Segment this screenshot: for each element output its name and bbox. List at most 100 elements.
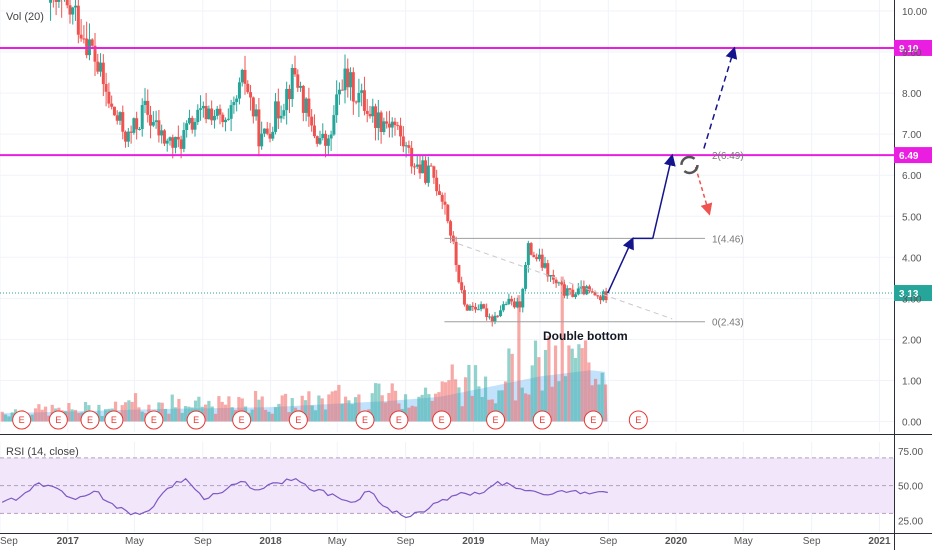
- candle-body: [593, 292, 597, 296]
- price-tag-bg: [894, 147, 932, 164]
- volume-bar: [333, 390, 338, 422]
- candle-body: [185, 123, 189, 131]
- candle-body: [287, 88, 291, 100]
- candle-body: [207, 108, 211, 120]
- time-axis-tick: 2021: [868, 536, 891, 547]
- earnings-marker-circle: [48, 410, 68, 430]
- candle-body: [576, 288, 580, 295]
- candle-body: [590, 291, 594, 293]
- earnings-marker-label: E: [493, 415, 499, 425]
- candle-body: [504, 303, 508, 305]
- earnings-marker-circle: [628, 410, 648, 430]
- volume-bar: [403, 394, 408, 422]
- time-axis-tick: May: [734, 536, 753, 547]
- earnings-marker-label: E: [539, 415, 545, 425]
- candle-body: [90, 39, 94, 46]
- candle-body: [385, 121, 389, 124]
- candle-body: [424, 160, 428, 183]
- volume-bar: [203, 404, 208, 422]
- volume-bar: [213, 413, 218, 422]
- volume-bar: [33, 408, 38, 422]
- candle-body: [518, 301, 522, 308]
- volume-bar: [527, 394, 531, 422]
- candle-body: [304, 98, 308, 113]
- candle-body: [76, 5, 80, 35]
- volume-bar: [123, 402, 128, 422]
- candle-body: [460, 282, 464, 291]
- candle-body: [346, 68, 350, 88]
- volume-bar: [373, 383, 378, 422]
- candle-body: [307, 98, 311, 117]
- candle-body: [318, 138, 322, 144]
- candle-body: [57, 0, 61, 2]
- volume-bar: [467, 364, 471, 422]
- volume-bar: [180, 412, 184, 422]
- candle-body: [251, 97, 255, 117]
- candle-body: [321, 133, 325, 139]
- candle-body: [479, 304, 483, 310]
- candle-body: [212, 115, 216, 121]
- volume-bar: [183, 406, 188, 422]
- candle-body: [343, 68, 347, 91]
- candle-body: [446, 204, 450, 222]
- earnings-marker-label: E: [19, 415, 25, 425]
- candle-body: [110, 103, 114, 107]
- candle-body: [340, 89, 344, 91]
- earnings-marker-circle: [532, 410, 552, 430]
- volume-bar: [323, 409, 328, 422]
- volume-bar: [303, 400, 308, 422]
- candle-body: [121, 112, 125, 132]
- candle-body: [85, 38, 89, 56]
- price-tag-bg: [894, 39, 932, 56]
- candle-body: [235, 98, 239, 103]
- volume-bar: [490, 399, 494, 422]
- candle-body: [546, 263, 550, 277]
- candle-body: [54, 0, 58, 2]
- volume-bar: [290, 398, 294, 422]
- last-price-tag-label: 3.13: [899, 289, 919, 300]
- price-tag-label: 6.49: [899, 151, 919, 162]
- volume-bar: [597, 384, 601, 422]
- candle-body: [540, 254, 544, 268]
- earnings-marker-label: E: [55, 415, 61, 425]
- candle-body: [276, 101, 280, 119]
- volume-bar: [450, 364, 454, 422]
- candle-body: [265, 128, 269, 134]
- volume-bar: [573, 357, 578, 422]
- projection-dashed-up: [703, 46, 738, 149]
- candle-body: [240, 69, 244, 83]
- volume-bar: [390, 383, 394, 422]
- volume-bar: [67, 403, 71, 422]
- price-axis-tick: 5.00: [902, 212, 922, 223]
- candle-body: [379, 112, 383, 133]
- candle-body: [135, 118, 139, 130]
- rsi-series: [1, 477, 608, 519]
- candle-body: [315, 136, 319, 144]
- earnings-marker-label: E: [295, 415, 301, 425]
- volume-bar: [533, 340, 538, 422]
- price-axis-tick: 6.00: [902, 171, 922, 182]
- candle-body: [201, 105, 205, 109]
- volume-bar: [337, 384, 341, 422]
- volume-bar: [370, 393, 374, 422]
- candle-body: [476, 309, 480, 311]
- candle-body: [224, 119, 228, 123]
- volume-bar: [223, 404, 228, 422]
- candle-body: [65, 0, 69, 6]
- volume-bar: [170, 394, 174, 422]
- time-axis-tick: May: [125, 536, 144, 547]
- candle-body: [104, 84, 108, 92]
- time-axis-tick: May: [531, 536, 550, 547]
- volume-bar: [520, 387, 524, 422]
- candle-body: [249, 92, 253, 98]
- candle-body: [357, 92, 361, 103]
- volume-bar: [73, 409, 78, 422]
- volume-bar: [343, 396, 348, 422]
- volume-bar: [283, 393, 288, 422]
- candle-body: [510, 298, 514, 302]
- fib-level-label: 0(2.43): [712, 318, 744, 329]
- price-axis-tick: 0.00: [902, 418, 922, 429]
